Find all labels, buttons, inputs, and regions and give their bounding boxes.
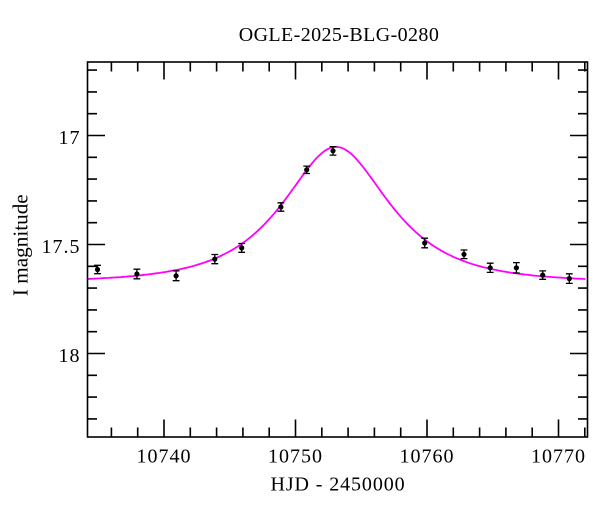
svg-text:10740: 10740 — [137, 446, 192, 468]
svg-text:18: 18 — [59, 345, 81, 367]
svg-text:10760: 10760 — [400, 446, 455, 468]
svg-text:17: 17 — [59, 127, 81, 149]
svg-text:17.5: 17.5 — [42, 236, 81, 258]
svg-text:10770: 10770 — [531, 446, 586, 468]
svg-text:I magnitude: I magnitude — [9, 194, 33, 296]
svg-text:OGLE-2025-BLG-0280: OGLE-2025-BLG-0280 — [239, 24, 440, 46]
svg-text:HJD - 2450000: HJD - 2450000 — [270, 474, 405, 496]
svg-text:10750: 10750 — [268, 446, 323, 468]
